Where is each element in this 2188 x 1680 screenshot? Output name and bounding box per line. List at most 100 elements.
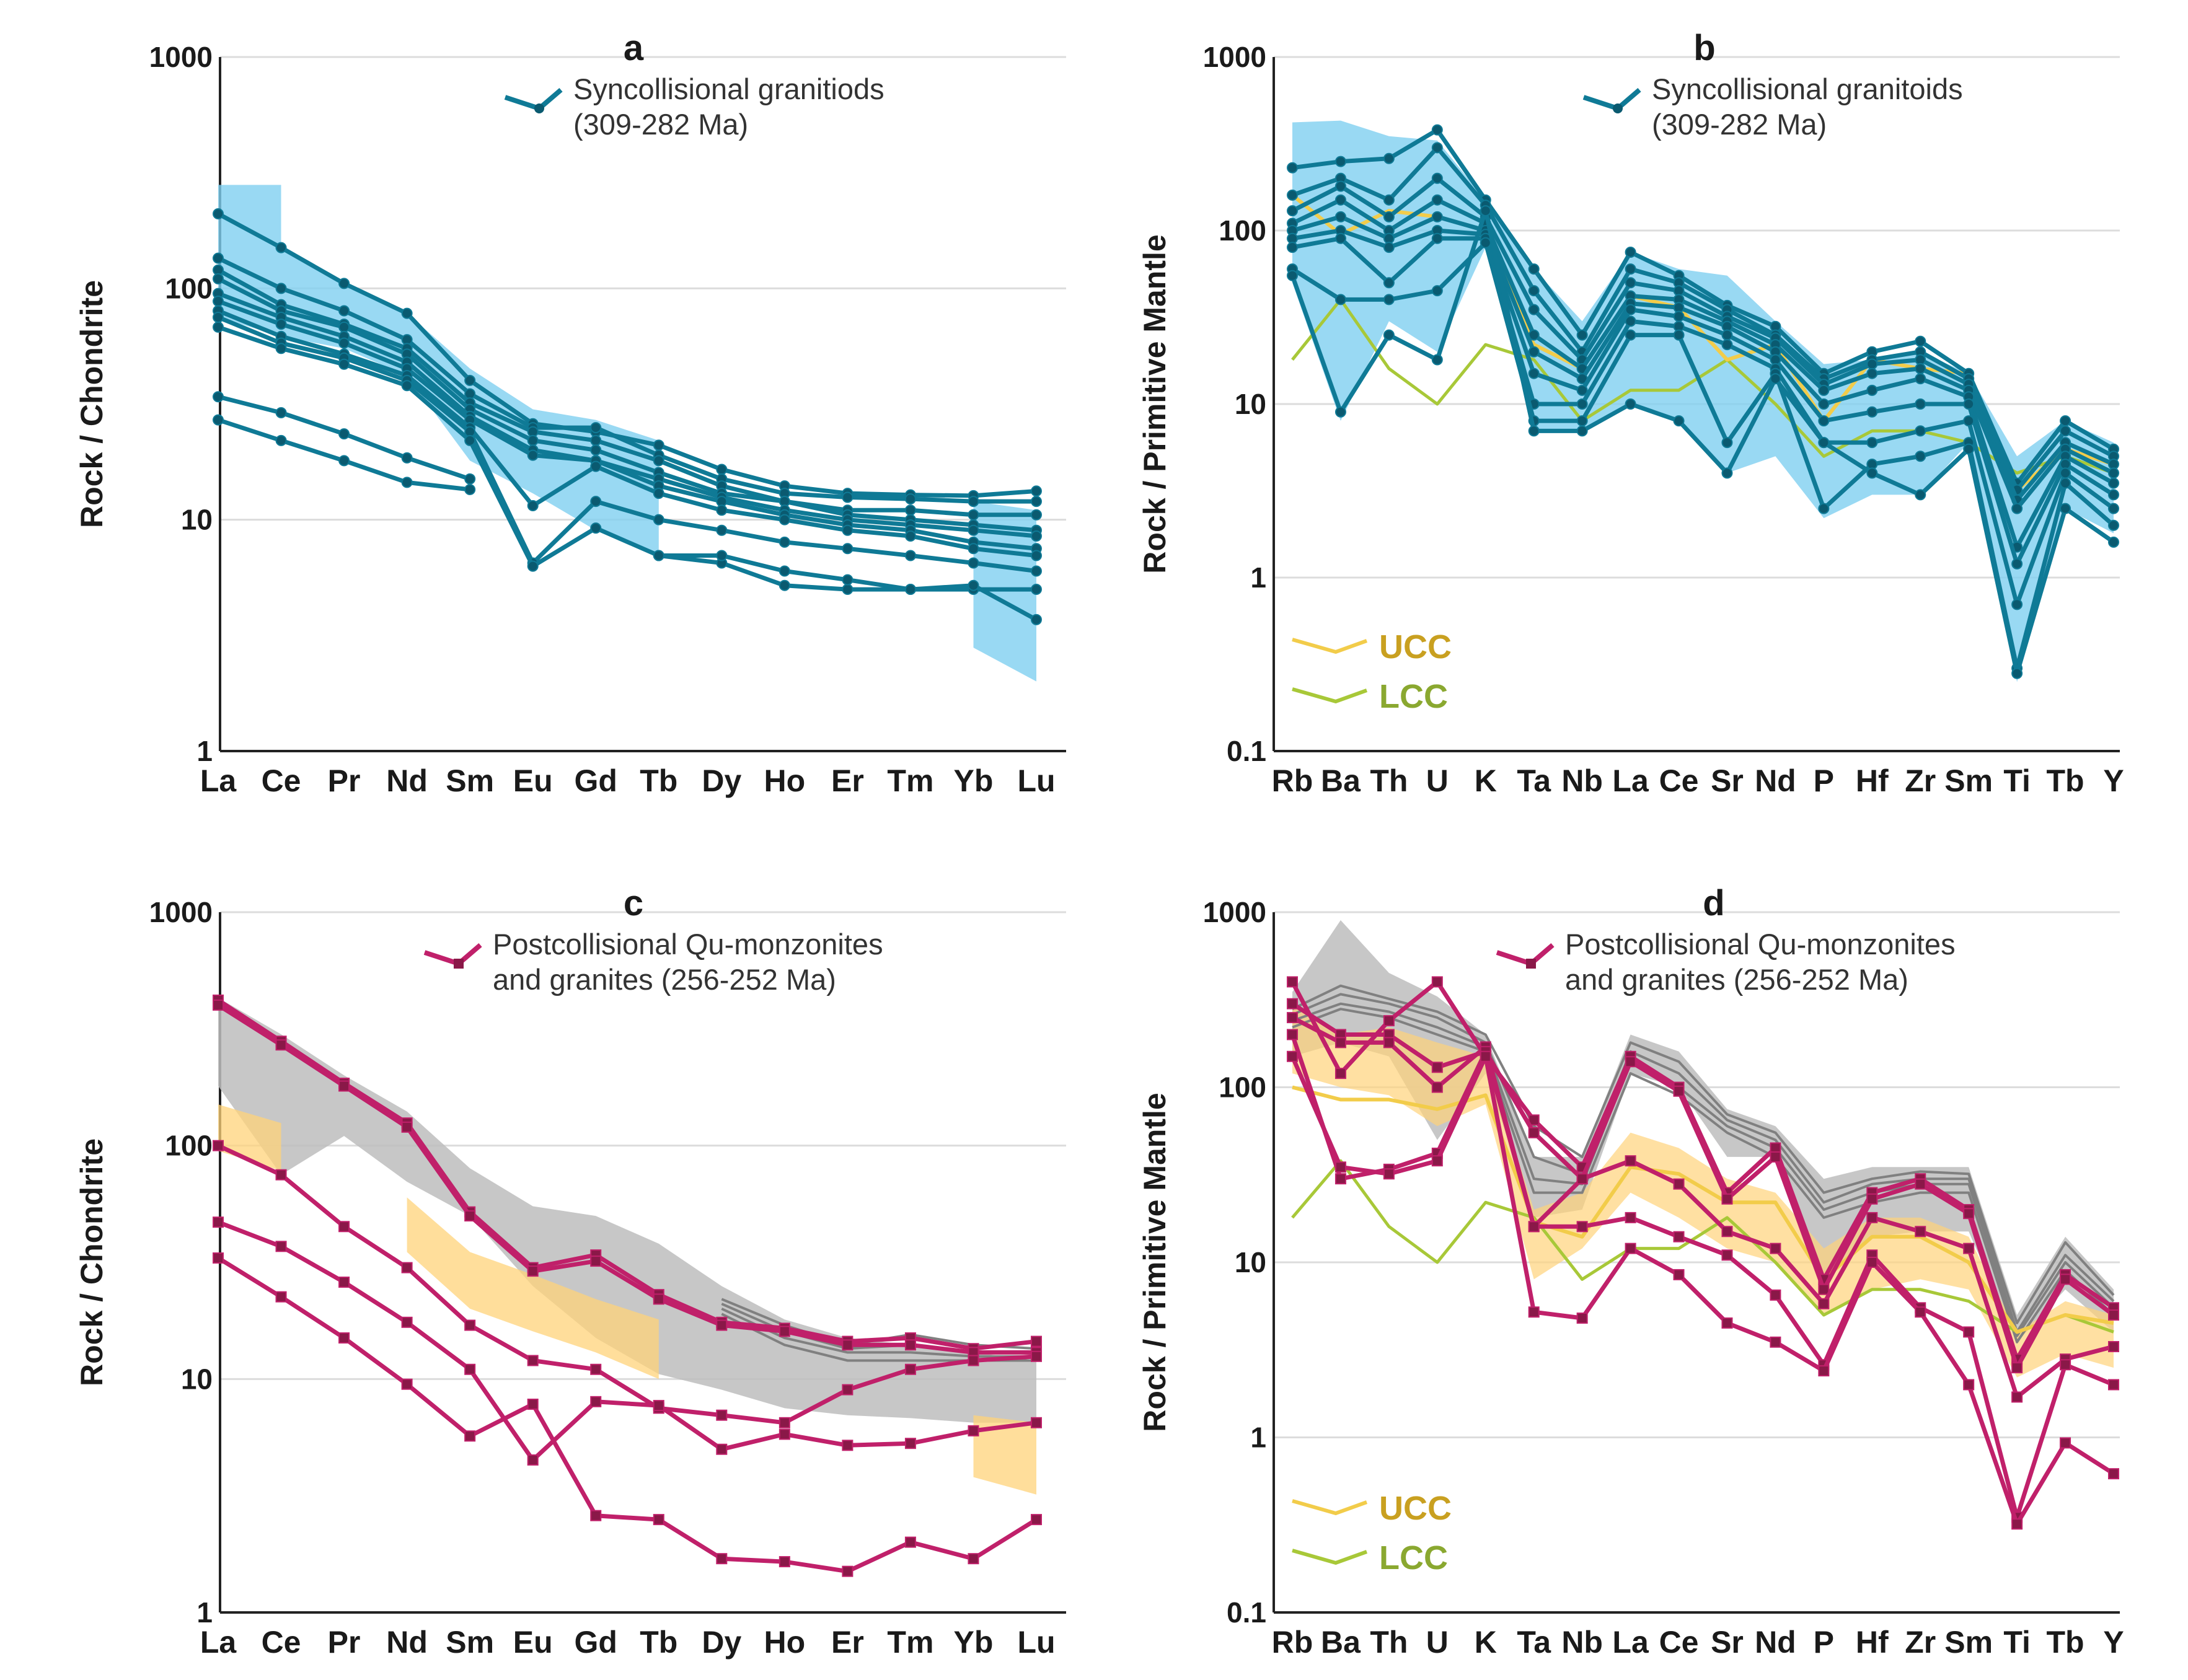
data-point bbox=[716, 524, 728, 536]
data-point bbox=[2060, 425, 2071, 437]
data-point bbox=[1334, 1161, 1346, 1173]
data-point bbox=[1334, 180, 1346, 192]
data-point bbox=[1818, 437, 1830, 449]
data-point bbox=[1818, 415, 1830, 427]
data-point bbox=[968, 496, 979, 508]
data-point bbox=[779, 1428, 790, 1440]
data-point bbox=[653, 514, 664, 526]
data-point bbox=[2108, 1379, 2119, 1391]
xtick-label: Nd bbox=[1755, 1625, 1796, 1660]
data-point bbox=[779, 1556, 790, 1568]
ytick-label: 100 bbox=[165, 1130, 213, 1162]
xtick-label: Sr bbox=[1711, 763, 1744, 798]
data-point bbox=[2108, 467, 2119, 479]
data-point bbox=[1576, 398, 1588, 410]
data-point bbox=[1915, 398, 1926, 410]
data-point bbox=[1915, 1178, 1926, 1190]
xtick-label: Ho bbox=[764, 1625, 806, 1660]
xtick-label: Tb bbox=[640, 1625, 677, 1660]
xtick-label: Ta bbox=[1517, 763, 1551, 798]
data-point bbox=[904, 1438, 916, 1449]
data-point bbox=[275, 1241, 287, 1252]
data-point bbox=[1963, 1379, 1975, 1391]
xtick-label: Ta bbox=[1517, 1625, 1551, 1660]
legend-line-symbol bbox=[1582, 87, 1641, 112]
data-point bbox=[213, 1252, 224, 1264]
xtick-label: Ti bbox=[2003, 1625, 2031, 1660]
ytick-label: 1000 bbox=[1203, 41, 1266, 73]
data-point bbox=[1721, 467, 1733, 479]
data-point bbox=[1528, 1306, 1540, 1318]
data-point bbox=[1866, 437, 1878, 449]
data-point bbox=[2060, 503, 2071, 514]
data-point bbox=[1625, 246, 1636, 258]
xtick-label: Zr bbox=[1905, 763, 1936, 798]
ytick-label: 0.1 bbox=[1227, 735, 1266, 767]
data-point bbox=[968, 543, 979, 555]
ytick-label: 1 bbox=[196, 735, 213, 767]
data-point bbox=[590, 444, 602, 456]
xtick-label: Gd bbox=[575, 1625, 617, 1660]
legend-label-line2: and granites (256-252 Ma) bbox=[493, 963, 836, 996]
data-point bbox=[904, 1363, 916, 1375]
ytick-label: 1000 bbox=[149, 41, 213, 73]
data-point bbox=[590, 496, 602, 508]
data-point bbox=[1287, 1012, 1298, 1024]
data-point bbox=[1673, 1269, 1685, 1280]
xtick-label: Y bbox=[2103, 1625, 2124, 1660]
xtick-label: Tm bbox=[887, 1625, 933, 1660]
data-point bbox=[716, 464, 728, 475]
data-point bbox=[1383, 294, 1395, 306]
data-point bbox=[590, 422, 602, 434]
data-point bbox=[904, 1339, 916, 1351]
data-point bbox=[1576, 1221, 1588, 1233]
lcc-legend-label: LCC bbox=[1379, 678, 1448, 715]
data-point bbox=[527, 560, 539, 572]
data-point bbox=[1576, 1173, 1588, 1185]
series-line bbox=[217, 1256, 1038, 1574]
data-point bbox=[2060, 1437, 2071, 1449]
series-line bbox=[217, 315, 1037, 573]
ytick-label: 1 bbox=[196, 1596, 213, 1629]
xtick-label: Nb bbox=[1561, 1625, 1603, 1660]
data-point bbox=[842, 543, 854, 555]
xtick-label: Pr bbox=[328, 763, 361, 798]
series-line bbox=[1290, 208, 2115, 676]
data-point bbox=[1866, 1212, 1878, 1223]
data-point bbox=[464, 374, 476, 386]
lcc-line bbox=[1291, 1159, 2114, 1334]
xtick-label: K bbox=[1475, 1625, 1497, 1660]
data-point bbox=[716, 1319, 728, 1331]
legend-line-symbol bbox=[1496, 943, 1555, 967]
ytick-label: 10 bbox=[1235, 388, 1266, 420]
data-point bbox=[842, 1339, 854, 1351]
data-point bbox=[968, 579, 979, 591]
data-point bbox=[338, 321, 350, 333]
data-point bbox=[904, 530, 916, 542]
lcc-legend-line bbox=[1292, 687, 1368, 704]
xtick-label: Yb bbox=[954, 1625, 994, 1660]
data-point bbox=[1770, 1336, 1781, 1348]
data-point bbox=[1625, 1155, 1636, 1167]
y-axis-title: Rock / Primitive Mantle bbox=[1137, 234, 1172, 573]
series-line bbox=[217, 268, 1036, 517]
ytick-label: 1000 bbox=[1203, 896, 1266, 928]
legend-marker bbox=[1613, 103, 1623, 113]
data-point bbox=[653, 1293, 664, 1305]
data-point bbox=[1334, 294, 1346, 306]
data-point bbox=[527, 449, 539, 461]
data-point bbox=[1673, 310, 1685, 322]
data-point bbox=[401, 380, 413, 392]
series-line bbox=[217, 299, 1037, 551]
xtick-label: Ba bbox=[1321, 1625, 1361, 1660]
data-point bbox=[716, 1553, 728, 1565]
data-point bbox=[1031, 485, 1042, 497]
data-point bbox=[1431, 976, 1443, 988]
data-point bbox=[401, 1378, 413, 1390]
data-point bbox=[1334, 194, 1346, 206]
data-point bbox=[2060, 415, 2071, 427]
data-point bbox=[653, 550, 664, 561]
data-point bbox=[527, 1454, 539, 1466]
